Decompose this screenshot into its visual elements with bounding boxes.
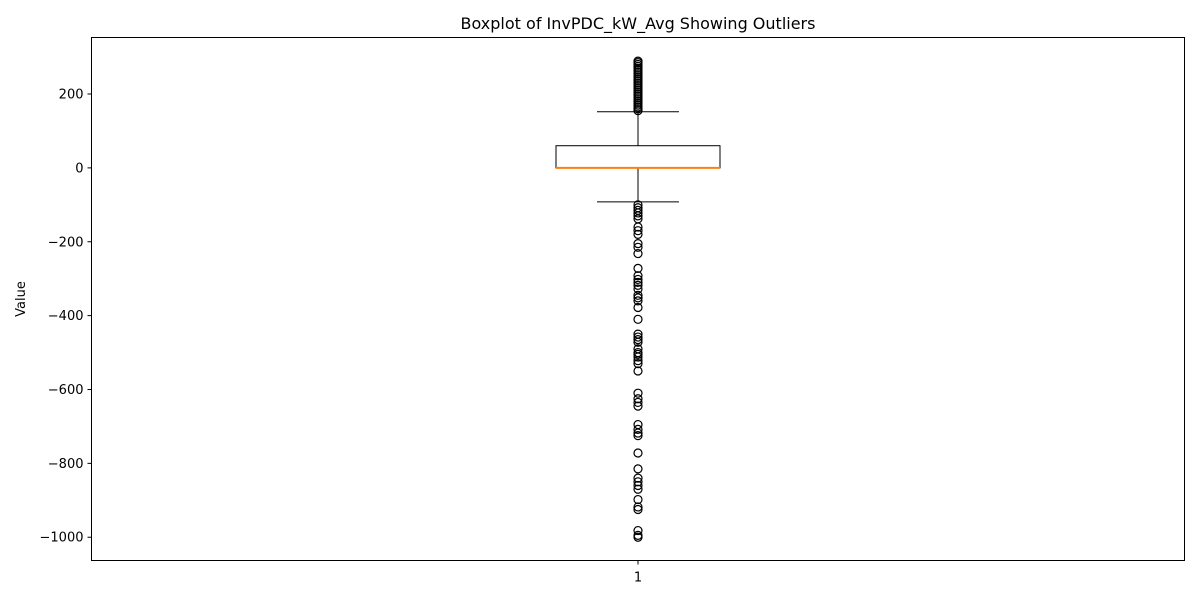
outlier-point <box>633 530 643 540</box>
outlier-point <box>633 473 643 483</box>
outlier-point <box>633 424 643 434</box>
y-tick-label: −800 <box>48 457 84 472</box>
outlier-point <box>633 494 643 505</box>
outlier-point <box>633 211 643 221</box>
outlier-point <box>633 477 643 487</box>
outlier-point <box>633 222 643 232</box>
plot-area <box>555 56 721 542</box>
y-tick-label: −400 <box>48 309 84 324</box>
outlier-point <box>633 56 643 66</box>
y-axis-label: Value <box>14 281 29 317</box>
outlier-point <box>633 332 643 342</box>
outlier-point <box>633 208 643 218</box>
y-tick-label: 200 <box>59 88 84 103</box>
outlier-point <box>633 229 643 239</box>
outlier-point <box>633 352 643 362</box>
outlier-point <box>633 366 643 376</box>
y-tick-label: −200 <box>48 235 84 250</box>
outlier-point <box>633 284 643 294</box>
outlier-point <box>633 504 643 515</box>
outlier-point <box>633 280 643 290</box>
outlier-point <box>633 274 643 285</box>
outlier-point <box>633 428 643 438</box>
box-group <box>555 56 721 542</box>
outlier-point <box>633 335 643 345</box>
y-tick-label: 0 <box>75 161 83 176</box>
outlier-point <box>633 271 643 281</box>
outlier-point <box>633 484 643 494</box>
x-tick-label: 1 <box>634 571 642 586</box>
outlier-point <box>633 401 643 411</box>
outlier-point <box>633 226 643 236</box>
outlier-point <box>633 314 643 324</box>
outlier-point <box>633 502 643 512</box>
outlier-point <box>633 293 643 303</box>
chart-title: Boxplot of InvPDC_kW_Avg Showing Outlier… <box>461 14 816 34</box>
y-tick-label: −1000 <box>40 531 84 546</box>
outlier-point <box>633 296 643 306</box>
outlier-point <box>633 242 643 252</box>
outlier-point <box>633 238 643 249</box>
outlier-point <box>633 480 643 491</box>
outlier-point <box>633 302 643 313</box>
outlier-point <box>633 359 643 369</box>
outlier-point <box>633 464 643 474</box>
outlier-point <box>633 431 643 441</box>
outlier-point <box>633 532 643 542</box>
outlier-point <box>633 277 643 287</box>
outlier-point <box>633 397 643 408</box>
y-tick-label: −600 <box>48 383 84 398</box>
outlier-point <box>633 349 643 360</box>
outlier-point <box>633 394 643 404</box>
outlier-point <box>633 388 643 398</box>
outlier-point <box>633 248 643 259</box>
outlier-point <box>633 525 643 536</box>
outlier-point <box>633 448 643 458</box>
outlier-point <box>633 337 643 347</box>
outlier-point <box>633 263 643 273</box>
box-iqr <box>555 145 721 169</box>
outlier-point <box>633 290 643 300</box>
outlier-point <box>633 356 643 366</box>
